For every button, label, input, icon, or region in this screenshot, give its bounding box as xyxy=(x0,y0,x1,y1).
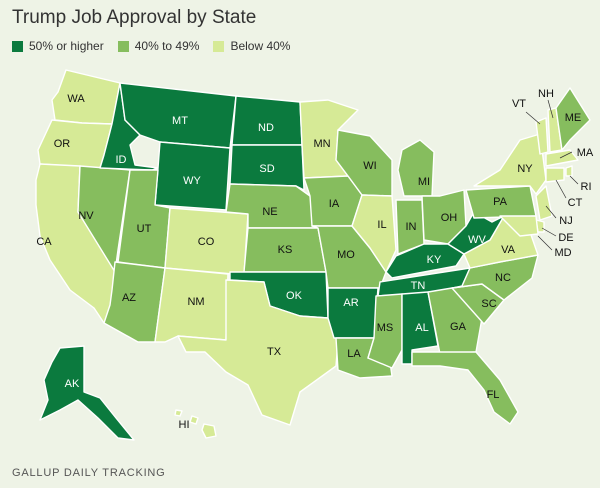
state-ny[interactable] xyxy=(473,133,547,195)
label-ky: KY xyxy=(427,254,442,266)
page-title: Trump Job Approval by State xyxy=(12,7,257,28)
label-ut: UT xyxy=(137,223,152,235)
label-nc: NC xyxy=(495,272,511,284)
label-me: ME xyxy=(565,112,582,124)
leader-de xyxy=(541,227,557,237)
label-sd: SD xyxy=(259,163,274,175)
leader-nh xyxy=(547,99,554,119)
label-wv: WV xyxy=(468,234,486,246)
label-ny: NY xyxy=(517,163,533,175)
state-me[interactable] xyxy=(555,87,591,151)
leader-ma xyxy=(559,151,573,159)
label-il: IL xyxy=(377,219,386,231)
label-de: DE xyxy=(558,232,573,244)
state-wy[interactable] xyxy=(154,141,231,211)
state-vt[interactable] xyxy=(535,117,549,155)
legend-label-mid: 40% to 49% xyxy=(134,39,200,53)
label-ga: GA xyxy=(450,321,467,333)
label-pa: PA xyxy=(493,196,508,208)
label-mi: MI xyxy=(418,176,430,188)
state-ri[interactable] xyxy=(565,165,573,177)
label-wy: WY xyxy=(183,175,201,187)
label-az: AZ xyxy=(122,292,136,304)
label-co: CO xyxy=(198,236,215,248)
label-mo: MO xyxy=(337,249,355,261)
label-wa: WA xyxy=(67,93,85,105)
label-ne: NE xyxy=(262,206,277,218)
legend-swatch-high xyxy=(12,40,23,52)
leader-nj xyxy=(545,205,557,219)
legend-label-high: 50% or higher xyxy=(29,39,104,53)
label-tn: TN xyxy=(411,280,426,292)
label-ma: MA xyxy=(577,147,594,159)
state-wa[interactable] xyxy=(51,69,121,125)
legend-swatch-mid xyxy=(117,40,129,52)
label-ok: OK xyxy=(286,290,303,302)
label-oh: OH xyxy=(441,212,458,224)
label-nm: NM xyxy=(187,296,204,308)
label-vt: VT xyxy=(512,98,526,110)
state-tx[interactable] xyxy=(177,279,339,426)
state-fl[interactable] xyxy=(411,351,519,425)
label-md: MD xyxy=(554,247,571,259)
label-ar: AR xyxy=(343,297,358,309)
label-mt: MT xyxy=(172,115,188,127)
legend-label-low: Below 40% xyxy=(230,39,291,53)
label-nd: ND xyxy=(258,122,274,134)
legend-item-low: Below 40% xyxy=(213,39,290,53)
state-wv[interactable] xyxy=(447,211,505,255)
state-labels: WA OR CA NV ID MT WY UT AZ CO NM ND SD N… xyxy=(36,88,594,431)
source-footer: GALLUP DAILY TRACKING xyxy=(12,467,166,479)
label-ct: CT xyxy=(568,197,583,209)
label-ak: AK xyxy=(65,378,80,390)
state-ak[interactable] xyxy=(39,345,135,441)
label-al: AL xyxy=(415,322,428,334)
label-ca: CA xyxy=(36,236,52,248)
label-nh: NH xyxy=(538,88,554,100)
label-tx: TX xyxy=(267,346,282,358)
label-la: LA xyxy=(347,348,361,360)
legend-item-mid: 40% to 49% xyxy=(117,39,200,53)
state-md[interactable] xyxy=(499,215,539,237)
label-ms: MS xyxy=(377,322,394,334)
label-mn: MN xyxy=(313,138,330,150)
leader-md xyxy=(537,235,553,251)
states xyxy=(35,69,591,441)
label-id: ID xyxy=(116,154,127,166)
label-hi: HI xyxy=(179,419,190,431)
label-ia: IA xyxy=(329,198,340,210)
leader-vt xyxy=(525,111,541,125)
state-hi-big-island[interactable] xyxy=(201,423,217,439)
label-sc: SC xyxy=(481,298,496,310)
legend-swatch-low xyxy=(213,40,225,52)
label-nv: NV xyxy=(78,210,94,222)
legend: 50% or higher 40% to 49% Below 40% xyxy=(12,39,290,53)
label-ri: RI xyxy=(581,181,592,193)
state-ar[interactable] xyxy=(327,287,379,339)
state-or[interactable] xyxy=(37,119,113,169)
label-fl: FL xyxy=(487,389,500,401)
state-nj[interactable] xyxy=(535,185,553,221)
state-hi-oahu[interactable] xyxy=(174,409,183,417)
state-ct[interactable] xyxy=(545,167,565,183)
label-or: OR xyxy=(54,138,71,150)
label-ks: KS xyxy=(278,244,293,256)
leader-lines xyxy=(525,99,579,251)
state-ma[interactable] xyxy=(545,149,579,167)
leader-ct xyxy=(555,179,567,199)
label-nj: NJ xyxy=(559,215,572,227)
label-wi: WI xyxy=(363,160,376,172)
label-va: VA xyxy=(501,244,516,256)
state-nd[interactable] xyxy=(231,95,303,146)
label-in: IN xyxy=(406,221,417,233)
leader-ri xyxy=(569,175,579,185)
legend-item-high: 50% or higher xyxy=(12,39,104,53)
state-hi-maui[interactable] xyxy=(189,415,199,425)
